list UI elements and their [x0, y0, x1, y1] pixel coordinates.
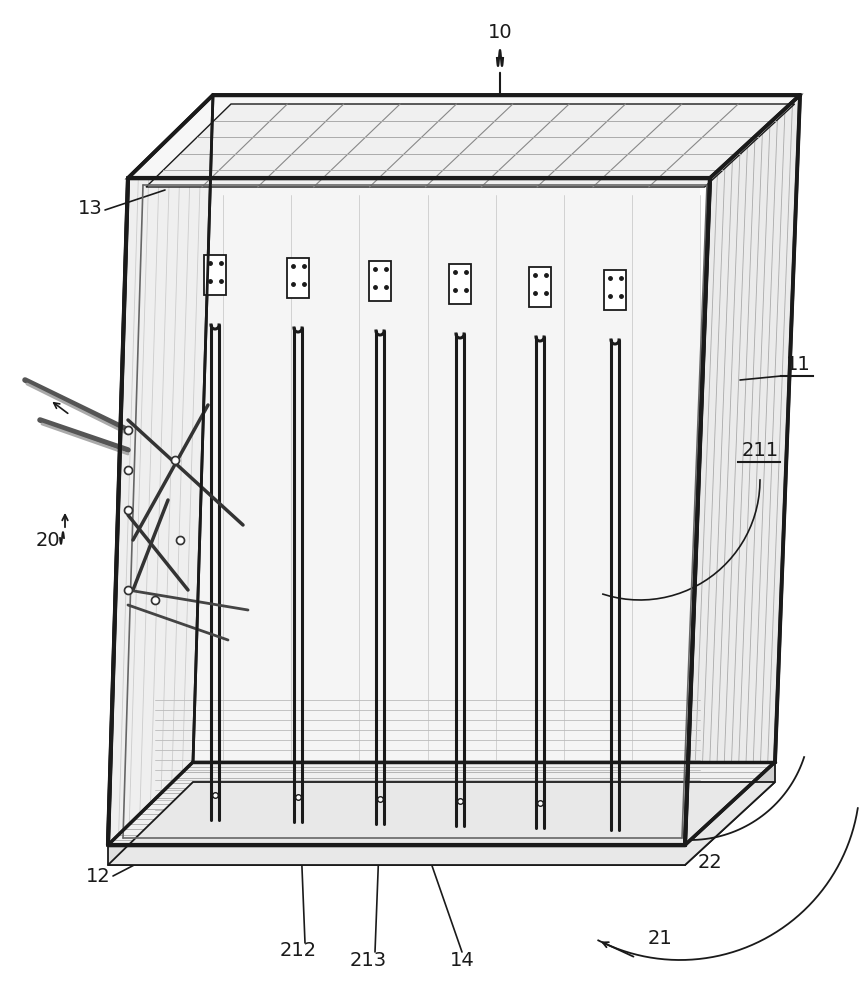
Text: 22: 22 — [698, 852, 722, 871]
Polygon shape — [685, 95, 800, 845]
Text: 20: 20 — [36, 530, 60, 550]
Text: 11: 11 — [786, 356, 811, 374]
Polygon shape — [685, 762, 775, 865]
Text: 212: 212 — [279, 940, 317, 960]
Text: 13: 13 — [77, 198, 102, 218]
Text: 21: 21 — [648, 928, 673, 948]
Polygon shape — [155, 175, 700, 850]
Polygon shape — [449, 264, 471, 304]
Polygon shape — [108, 95, 213, 845]
Text: 211: 211 — [741, 440, 779, 460]
Text: 213: 213 — [350, 950, 386, 970]
Text: 10: 10 — [488, 22, 512, 41]
Polygon shape — [369, 261, 391, 301]
Polygon shape — [604, 270, 626, 310]
Polygon shape — [529, 267, 551, 307]
Polygon shape — [108, 845, 685, 865]
Polygon shape — [204, 255, 226, 295]
Polygon shape — [108, 762, 775, 845]
Text: 12: 12 — [86, 866, 110, 886]
Polygon shape — [287, 258, 309, 298]
Polygon shape — [128, 95, 800, 178]
Text: 14: 14 — [450, 950, 475, 970]
Polygon shape — [146, 104, 794, 187]
Polygon shape — [108, 782, 775, 865]
